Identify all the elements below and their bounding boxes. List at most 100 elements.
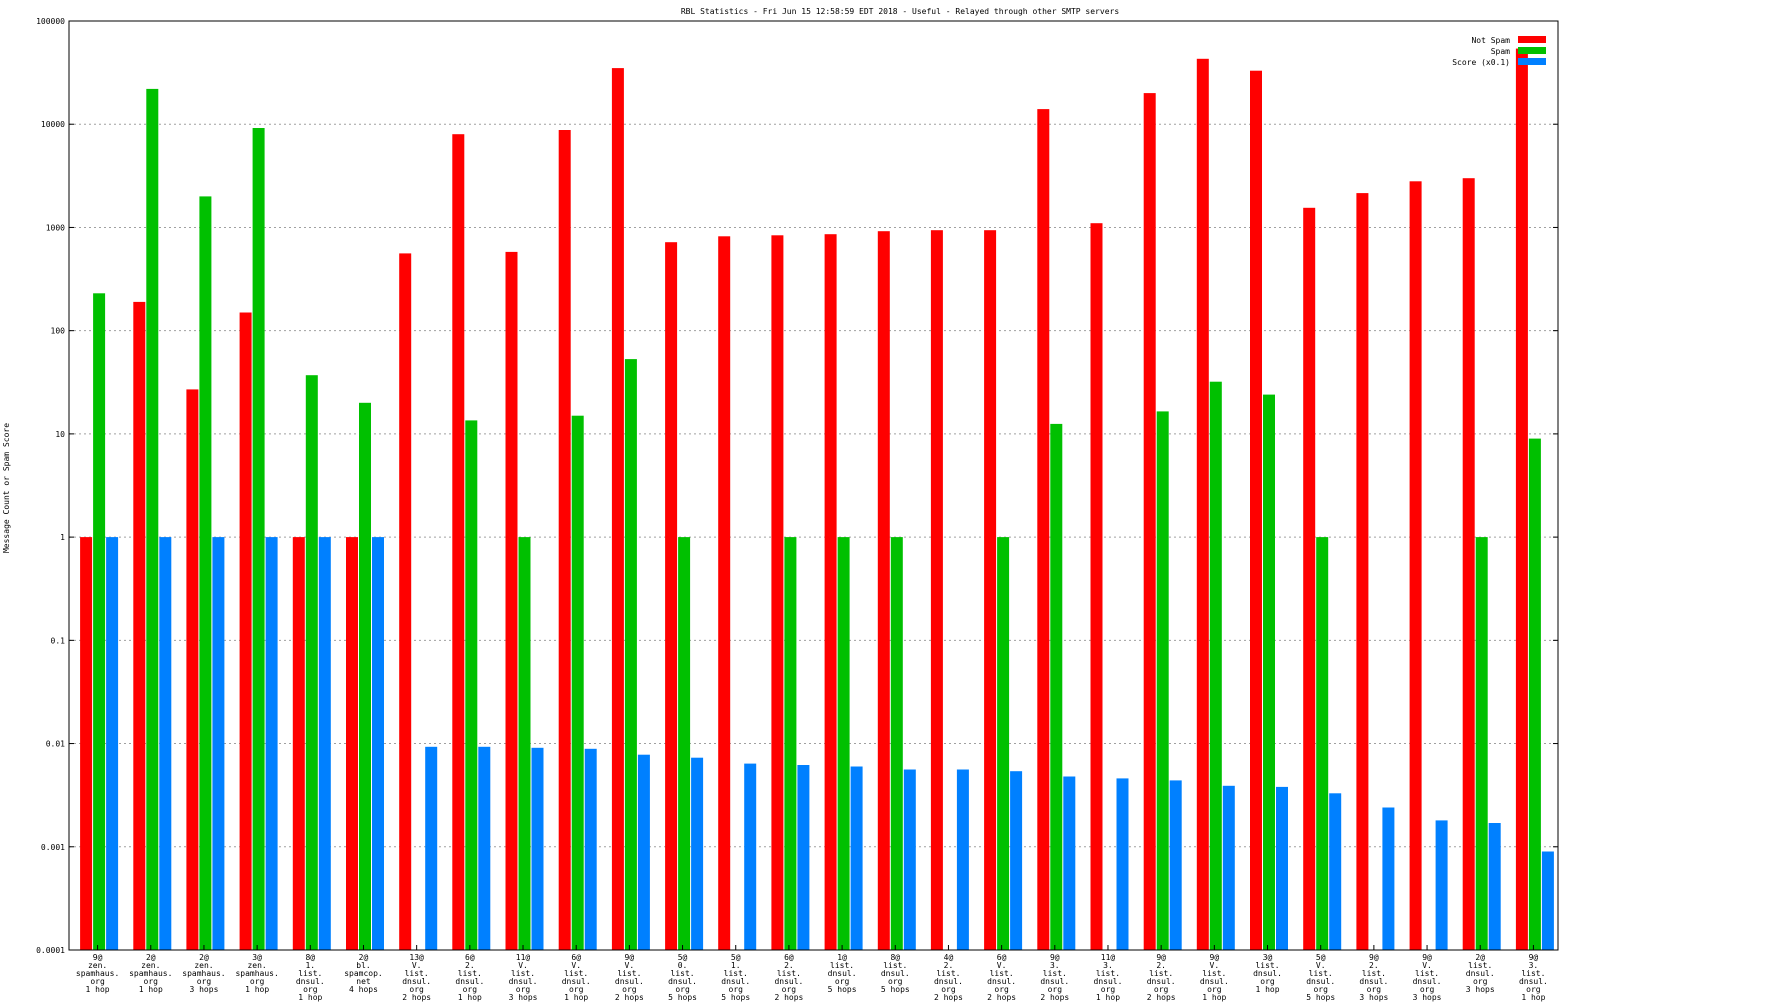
x-tick-label: 6@ V. list. dnsul. org 2 hops bbox=[987, 953, 1016, 1002]
y-tick-label: 0.0001 bbox=[36, 946, 65, 955]
legend: Not Spam Spam Score (x0.1) bbox=[1452, 36, 1546, 67]
x-tick-label: 2@ list. dnsul. org 3 hops bbox=[1466, 953, 1495, 994]
x-tick-label: 9@ V. list. dnsul. org 1 hop bbox=[1200, 953, 1229, 1002]
bar-score-x0-1 bbox=[850, 766, 863, 950]
y-tick-label: 100 bbox=[51, 327, 66, 336]
y-tick-label: 0.01 bbox=[46, 740, 65, 749]
y-tick-label: 10 bbox=[55, 430, 65, 439]
bar-spam bbox=[305, 375, 318, 950]
x-tick-label: 6@ 2. list. dnsul. org 2 hops bbox=[774, 953, 803, 1002]
bar-not-spam bbox=[80, 537, 93, 950]
x-tick-label: 6@ 2. list. dnsul. org 1 hop bbox=[455, 953, 484, 1002]
bar-spam bbox=[93, 293, 106, 950]
bar-not-spam bbox=[452, 134, 465, 950]
bar-score-x0-1 bbox=[106, 537, 119, 950]
bar-spam bbox=[678, 537, 691, 950]
bar-not-spam bbox=[292, 537, 305, 950]
bar-spam bbox=[252, 128, 265, 950]
bar-score-x0-1 bbox=[956, 769, 969, 950]
y-tick-label: 0.1 bbox=[51, 636, 66, 645]
x-tick-label: 3@ zen. spamhaus. org 1 hop bbox=[235, 953, 278, 994]
bar-score-x0-1 bbox=[478, 746, 491, 950]
bar-score-x0-1 bbox=[1010, 771, 1023, 950]
bar-not-spam bbox=[1037, 109, 1050, 951]
bars bbox=[80, 48, 1554, 951]
x-tick-label: 6@ V. list. dnsul. org 1 hop bbox=[562, 953, 591, 1002]
y-tick-label: 1 bbox=[60, 533, 65, 542]
bar-not-spam bbox=[1462, 178, 1475, 950]
legend-label: Not Spam bbox=[1471, 36, 1510, 45]
x-tick-label: 2@ zen. spamhaus. org 1 hop bbox=[129, 953, 172, 994]
bar-not-spam bbox=[824, 234, 837, 950]
bar-score-x0-1 bbox=[1435, 820, 1448, 950]
bar-spam bbox=[837, 537, 850, 950]
legend-swatch bbox=[1518, 36, 1546, 43]
bar-score-x0-1 bbox=[744, 763, 757, 950]
bar-not-spam bbox=[399, 253, 412, 950]
bar-not-spam bbox=[771, 235, 784, 951]
y-tick-label: 10000 bbox=[41, 120, 65, 129]
legend-swatch bbox=[1518, 47, 1546, 54]
bar-not-spam bbox=[1090, 223, 1103, 950]
bar-not-spam bbox=[877, 231, 890, 950]
bar-spam bbox=[784, 537, 797, 950]
bar-score-x0-1 bbox=[212, 537, 225, 950]
bar-not-spam bbox=[186, 389, 199, 950]
legend-swatch bbox=[1518, 58, 1546, 65]
x-tick-label: 2@ zen. spamhaus. org 3 hops bbox=[182, 953, 225, 994]
bar-not-spam bbox=[930, 230, 943, 950]
legend-label: Spam bbox=[1491, 47, 1510, 56]
x-tick-label: 9@ 3. list. dnsul. org 2 hops bbox=[1040, 953, 1069, 1002]
chart-title: RBL Statistics - Fri Jun 15 12:58:59 EDT… bbox=[681, 7, 1119, 16]
bar-score-x0-1 bbox=[1276, 786, 1288, 950]
bar-score-x0-1 bbox=[372, 537, 384, 950]
bar-spam bbox=[146, 88, 159, 950]
bar-not-spam bbox=[611, 68, 624, 951]
x-tick-label: 1@ list. dnsul. org 5 hops bbox=[828, 953, 857, 994]
bar-not-spam bbox=[1143, 93, 1156, 951]
bar-spam bbox=[1263, 394, 1275, 951]
bar-not-spam bbox=[984, 230, 997, 950]
x-tick-label: 5@ V. list. dnsul. org 5 hops bbox=[1306, 953, 1335, 1002]
bar-spam bbox=[571, 415, 584, 950]
bar-not-spam bbox=[665, 242, 678, 950]
bar-score-x0-1 bbox=[318, 537, 331, 950]
bar-score-x0-1 bbox=[1382, 807, 1395, 950]
x-tick-label: 11@ 3. list. dnsul. org 1 hop bbox=[1094, 953, 1123, 1002]
x-tick-label: 9@ V. list. dnsul. org 3 hops bbox=[1413, 953, 1442, 1002]
x-tick-label: 9@ zen. spamhaus. org 1 hop bbox=[76, 953, 119, 994]
bar-not-spam bbox=[133, 301, 146, 950]
bar-spam bbox=[518, 537, 531, 950]
bar-score-x0-1 bbox=[903, 769, 916, 950]
bar-not-spam bbox=[1409, 181, 1422, 951]
bar-score-x0-1 bbox=[691, 757, 704, 950]
y-tick-labels: 0.0001 0.001 0.01 0.1 1 10 100 1000 10000 100000 bbox=[36, 17, 65, 955]
bar-spam bbox=[199, 196, 212, 950]
plot-frame bbox=[68, 20, 1559, 951]
bar-score-x0-1 bbox=[1063, 776, 1076, 950]
y-tick-label: 1000 bbox=[46, 223, 65, 232]
bar-score-x0-1 bbox=[637, 754, 650, 950]
bar-spam bbox=[624, 359, 637, 951]
legend-label: Score (x0.1) bbox=[1452, 58, 1510, 67]
bar-not-spam bbox=[718, 236, 731, 951]
bar-spam bbox=[1156, 411, 1169, 950]
bar-spam bbox=[1528, 438, 1541, 950]
bar-not-spam bbox=[239, 312, 252, 950]
bar-score-x0-1 bbox=[1169, 780, 1182, 950]
bar-spam bbox=[1475, 537, 1488, 950]
bar-spam bbox=[1316, 537, 1329, 950]
x-tick-label: 9@ 2. list. dnsul. org 3 hops bbox=[1359, 953, 1388, 1002]
y-tick-label: 100000 bbox=[36, 17, 65, 26]
bar-not-spam bbox=[1250, 70, 1262, 950]
bar-not-spam bbox=[346, 537, 358, 950]
bar-not-spam bbox=[1356, 193, 1369, 951]
bar-not-spam bbox=[558, 130, 571, 950]
bar-not-spam bbox=[1196, 58, 1209, 951]
bar-score-x0-1 bbox=[159, 537, 172, 950]
x-tick-label: 2@ bl. spamcop. net 4 hops bbox=[344, 953, 383, 994]
bar-spam bbox=[890, 537, 903, 950]
bar-spam bbox=[465, 420, 478, 950]
x-tick-label: 8@ list. dnsul. org 5 hops bbox=[881, 953, 910, 994]
